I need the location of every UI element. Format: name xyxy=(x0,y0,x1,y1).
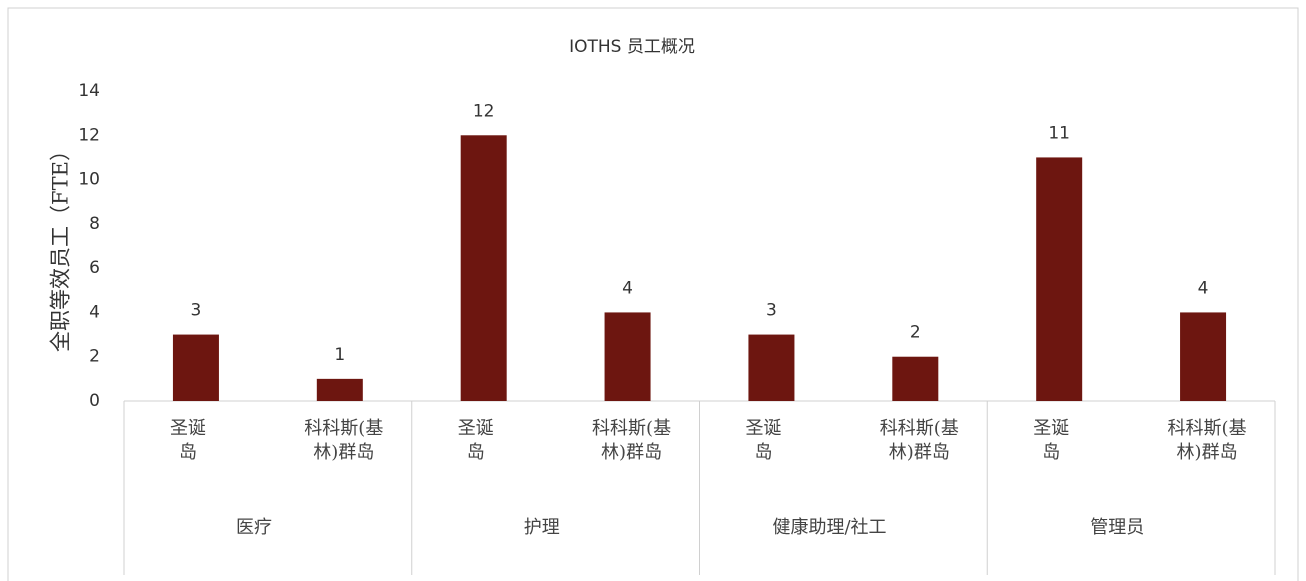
group-label: 医疗 xyxy=(236,517,272,538)
x-tick-label: 圣诞岛 xyxy=(1033,418,1070,463)
y-tick-label: 14 xyxy=(78,81,100,101)
bar xyxy=(460,135,507,402)
data-label: 4 xyxy=(1198,278,1209,298)
bar xyxy=(892,356,939,401)
group-label: 护理 xyxy=(523,517,560,538)
y-tick-label: 12 xyxy=(78,125,100,145)
y-tick-label: 8 xyxy=(89,214,100,234)
x-tick-label: 科科斯(基林)群岛 xyxy=(1167,418,1247,463)
chart-title: IOTHS 员工概况 xyxy=(569,37,695,57)
x-tick-label: 圣诞岛 xyxy=(169,418,206,463)
group-label: 管理员 xyxy=(1090,517,1145,538)
data-label: 3 xyxy=(766,301,777,321)
data-label: 12 xyxy=(473,101,495,121)
data-label: 3 xyxy=(191,301,202,321)
bar xyxy=(1180,312,1227,401)
y-tick-label: 0 xyxy=(89,391,100,411)
bar xyxy=(604,312,651,401)
bar xyxy=(748,334,795,401)
group-label: 健康助理/社工 xyxy=(772,517,887,538)
x-tick-label: 科科斯(基林)群岛 xyxy=(592,418,672,463)
bar xyxy=(316,378,363,401)
y-tick-label: 6 xyxy=(89,258,100,278)
x-tick-label: 圣诞岛 xyxy=(457,418,494,463)
y-tick-label: 2 xyxy=(89,347,100,367)
data-label: 1 xyxy=(334,345,345,365)
x-tick-label: 科科斯(基林)群岛 xyxy=(304,418,384,463)
bar xyxy=(172,334,219,401)
x-tick-label: 科科斯(基林)群岛 xyxy=(879,418,959,463)
data-label: 2 xyxy=(910,323,921,343)
x-tick-label: 圣诞岛 xyxy=(745,418,782,463)
data-label: 4 xyxy=(622,278,633,298)
data-label: 11 xyxy=(1048,123,1070,143)
bar xyxy=(1036,157,1083,401)
y-axis-label: 全职等效员工（FTE） xyxy=(49,140,73,352)
y-tick-label: 10 xyxy=(78,170,100,190)
y-tick-label: 4 xyxy=(89,302,100,322)
chart-border xyxy=(7,7,1299,581)
